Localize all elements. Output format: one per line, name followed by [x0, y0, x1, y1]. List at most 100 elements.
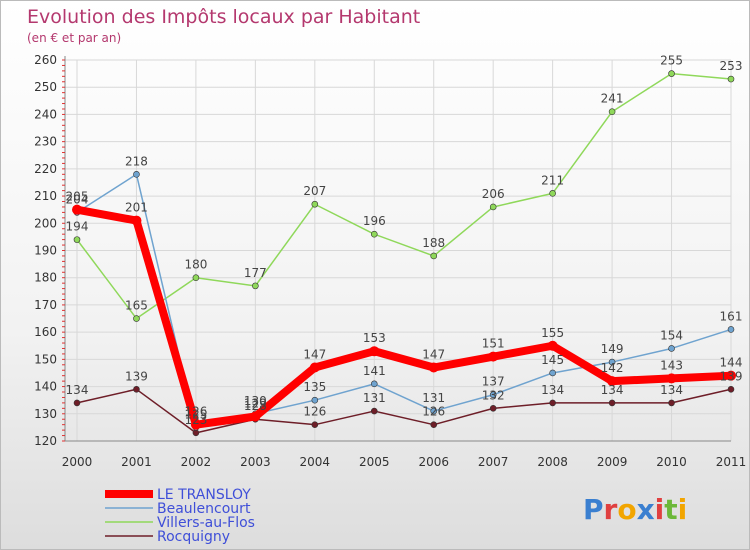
- data-label: 139: [720, 369, 743, 383]
- legend-label: LE TRANSLOY: [157, 487, 251, 503]
- data-label: 134: [660, 383, 683, 397]
- data-point: [727, 326, 735, 333]
- data-point: [727, 75, 735, 83]
- data-label: 255: [660, 54, 683, 68]
- data-label: 142: [601, 361, 624, 375]
- data-point: [133, 385, 140, 393]
- brand-letter: r: [604, 493, 618, 526]
- series-line-beaulencourt: [76, 173, 732, 429]
- data-label: 153: [363, 331, 386, 345]
- data-point: [369, 346, 380, 357]
- data-label: 147: [303, 348, 326, 362]
- data-point: [311, 421, 319, 428]
- legend-label: Beaulencourt: [157, 501, 251, 517]
- data-label: 123: [184, 413, 207, 427]
- series-line-villers-au-flos: [76, 72, 732, 320]
- data-label: 130: [244, 394, 267, 408]
- legend-label: Rocquigny: [157, 529, 230, 545]
- data-label: 128: [244, 399, 267, 413]
- data-point: [549, 190, 556, 197]
- data-point: [370, 407, 378, 415]
- data-point: [190, 419, 201, 430]
- data-point: [608, 108, 616, 116]
- data-point: [488, 351, 499, 362]
- data-point: [133, 171, 140, 178]
- brand-letter: i: [678, 493, 688, 526]
- data-label: 154: [660, 328, 683, 342]
- data-point: [311, 200, 319, 208]
- y-tick-label: 260: [34, 53, 57, 67]
- data-point: [192, 429, 200, 437]
- x-tick-label: 2003: [240, 455, 271, 469]
- y-tick-label: 220: [34, 162, 57, 176]
- data-point: [489, 203, 497, 211]
- data-point: [668, 345, 675, 352]
- data-label: 129: [244, 397, 267, 411]
- data-label: 134: [66, 383, 89, 397]
- data-label: 207: [303, 184, 326, 198]
- x-tick-label: 2009: [597, 455, 628, 469]
- data-point: [666, 373, 677, 384]
- data-point: [192, 274, 200, 282]
- brand-logo: Proxiti: [583, 493, 687, 526]
- x-tick-label: 2010: [656, 455, 687, 469]
- legend-label: Villers-au-Flos: [157, 515, 255, 531]
- data-point: [428, 362, 439, 373]
- data-label: 131: [363, 391, 386, 405]
- data-point: [73, 236, 81, 243]
- y-tick-label: 140: [34, 380, 57, 394]
- y-tick-label: 150: [34, 352, 57, 366]
- data-label: 151: [482, 337, 505, 351]
- data-point: [549, 399, 556, 407]
- x-tick-label: 2011: [716, 455, 747, 469]
- x-tick-label: 2002: [181, 455, 212, 469]
- series-lines: [72, 70, 736, 437]
- y-tick-label: 250: [34, 80, 57, 94]
- data-label: 145: [541, 353, 564, 367]
- legend: LE TRANSLOYBeaulencourtVillers-au-FlosRo…: [105, 487, 255, 545]
- data-label: 218: [125, 154, 148, 168]
- data-label: 241: [601, 92, 624, 106]
- data-point: [668, 70, 675, 77]
- data-label: 206: [482, 187, 505, 201]
- brand-letter: x: [637, 493, 655, 526]
- data-label: 188: [422, 236, 445, 250]
- data-point: [608, 399, 616, 407]
- chart-title: Evolution des Impôts locaux par Habitant: [27, 6, 420, 28]
- y-tick-label: 190: [34, 244, 57, 258]
- y-tick-label: 200: [34, 216, 57, 230]
- data-point: [430, 407, 438, 415]
- data-point: [668, 399, 675, 407]
- data-label: 135: [303, 380, 326, 394]
- data-label: 161: [720, 309, 743, 323]
- y-tick-label: 230: [34, 135, 57, 149]
- y-tick-label: 120: [34, 434, 57, 448]
- data-point: [133, 315, 140, 322]
- data-point: [430, 252, 438, 260]
- data-point: [547, 340, 558, 351]
- x-tick-label: 2005: [359, 455, 390, 469]
- data-point: [370, 230, 378, 238]
- data-label: 134: [601, 383, 624, 397]
- data-point: [131, 215, 142, 226]
- data-point: [430, 421, 438, 428]
- data-point: [727, 385, 735, 393]
- data-label: 143: [660, 358, 683, 372]
- brand-letter: o: [617, 493, 636, 526]
- data-point: [250, 411, 261, 422]
- y-tick-label: 170: [34, 298, 57, 312]
- series-line-le-transloy: [73, 205, 735, 429]
- data-point: [72, 204, 82, 215]
- data-label: 149: [601, 342, 624, 356]
- brand-letter: P: [583, 493, 604, 526]
- chart-subtitle: (en € et par an): [27, 31, 121, 45]
- data-label: 194: [66, 220, 89, 234]
- series-line-rocquigny: [76, 388, 732, 434]
- brand-letter: i: [655, 493, 665, 526]
- data-label: 132: [482, 388, 505, 402]
- data-point: [489, 405, 497, 412]
- x-tick-label: 2008: [537, 455, 568, 469]
- data-label: 139: [125, 369, 148, 383]
